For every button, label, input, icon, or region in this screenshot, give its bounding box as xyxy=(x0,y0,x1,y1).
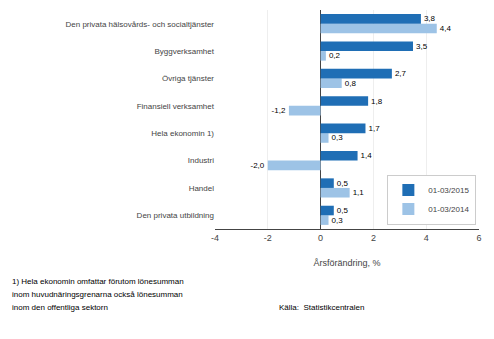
svg-text:0,8: 0,8 xyxy=(345,79,357,88)
svg-text:-1,2: -1,2 xyxy=(272,106,286,115)
svg-text:Byggverksamhet: Byggverksamhet xyxy=(154,47,214,56)
svg-text:3,8: 3,8 xyxy=(424,14,436,23)
svg-text:-2: -2 xyxy=(264,233,272,243)
svg-text:01-03/2014: 01-03/2014 xyxy=(428,205,469,214)
svg-text:Hela ekonomin 1): Hela ekonomin 1) xyxy=(151,129,214,138)
svg-text:0,3: 0,3 xyxy=(332,216,344,225)
svg-text:-4: -4 xyxy=(211,233,219,243)
svg-text:Den privata utbildning: Den privata utbildning xyxy=(137,211,214,220)
svg-text:2,7: 2,7 xyxy=(395,69,407,78)
svg-text:4: 4 xyxy=(424,233,429,243)
svg-text:inom huvudnäringsgrenarna ocks: inom huvudnäringsgrenarna också lönesumm… xyxy=(12,290,183,299)
svg-text:0,3: 0,3 xyxy=(332,133,344,142)
svg-text:Källa: Statistikcentralen: Källa: Statistikcentralen xyxy=(279,303,364,312)
svg-text:Årsförändring, %: Årsförändring, % xyxy=(313,258,380,268)
svg-text:0,5: 0,5 xyxy=(337,179,349,188)
svg-text:inom den offentliga sektorn: inom den offentliga sektorn xyxy=(12,303,108,312)
svg-text:2: 2 xyxy=(371,233,376,243)
svg-text:Industri: Industri xyxy=(188,156,214,165)
svg-text:0,5: 0,5 xyxy=(337,206,349,215)
svg-text:6: 6 xyxy=(476,233,481,243)
svg-text:3,5: 3,5 xyxy=(416,42,428,51)
svg-text:1,1: 1,1 xyxy=(353,188,365,197)
svg-text:01-03/2015: 01-03/2015 xyxy=(428,186,469,195)
svg-text:Den privata hälsovårds- och so: Den privata hälsovårds- och socialtjänst… xyxy=(65,19,214,28)
svg-text:0: 0 xyxy=(318,233,323,243)
svg-text:4,4: 4,4 xyxy=(440,24,452,33)
svg-text:0,2: 0,2 xyxy=(329,51,341,60)
svg-text:1,8: 1,8 xyxy=(371,97,383,106)
svg-text:1,7: 1,7 xyxy=(368,124,380,133)
svg-text:1,4: 1,4 xyxy=(361,151,373,160)
svg-text:Handel: Handel xyxy=(189,184,215,193)
svg-text:-2,0: -2,0 xyxy=(250,161,264,170)
svg-text:1) Hela ekonomin omfattar föru: 1) Hela ekonomin omfattar förutom lönesu… xyxy=(12,277,184,286)
svg-text:Finansiell verksamhet: Finansiell verksamhet xyxy=(137,102,215,111)
svg-text:Övriga tjänster: Övriga tjänster xyxy=(162,74,214,83)
